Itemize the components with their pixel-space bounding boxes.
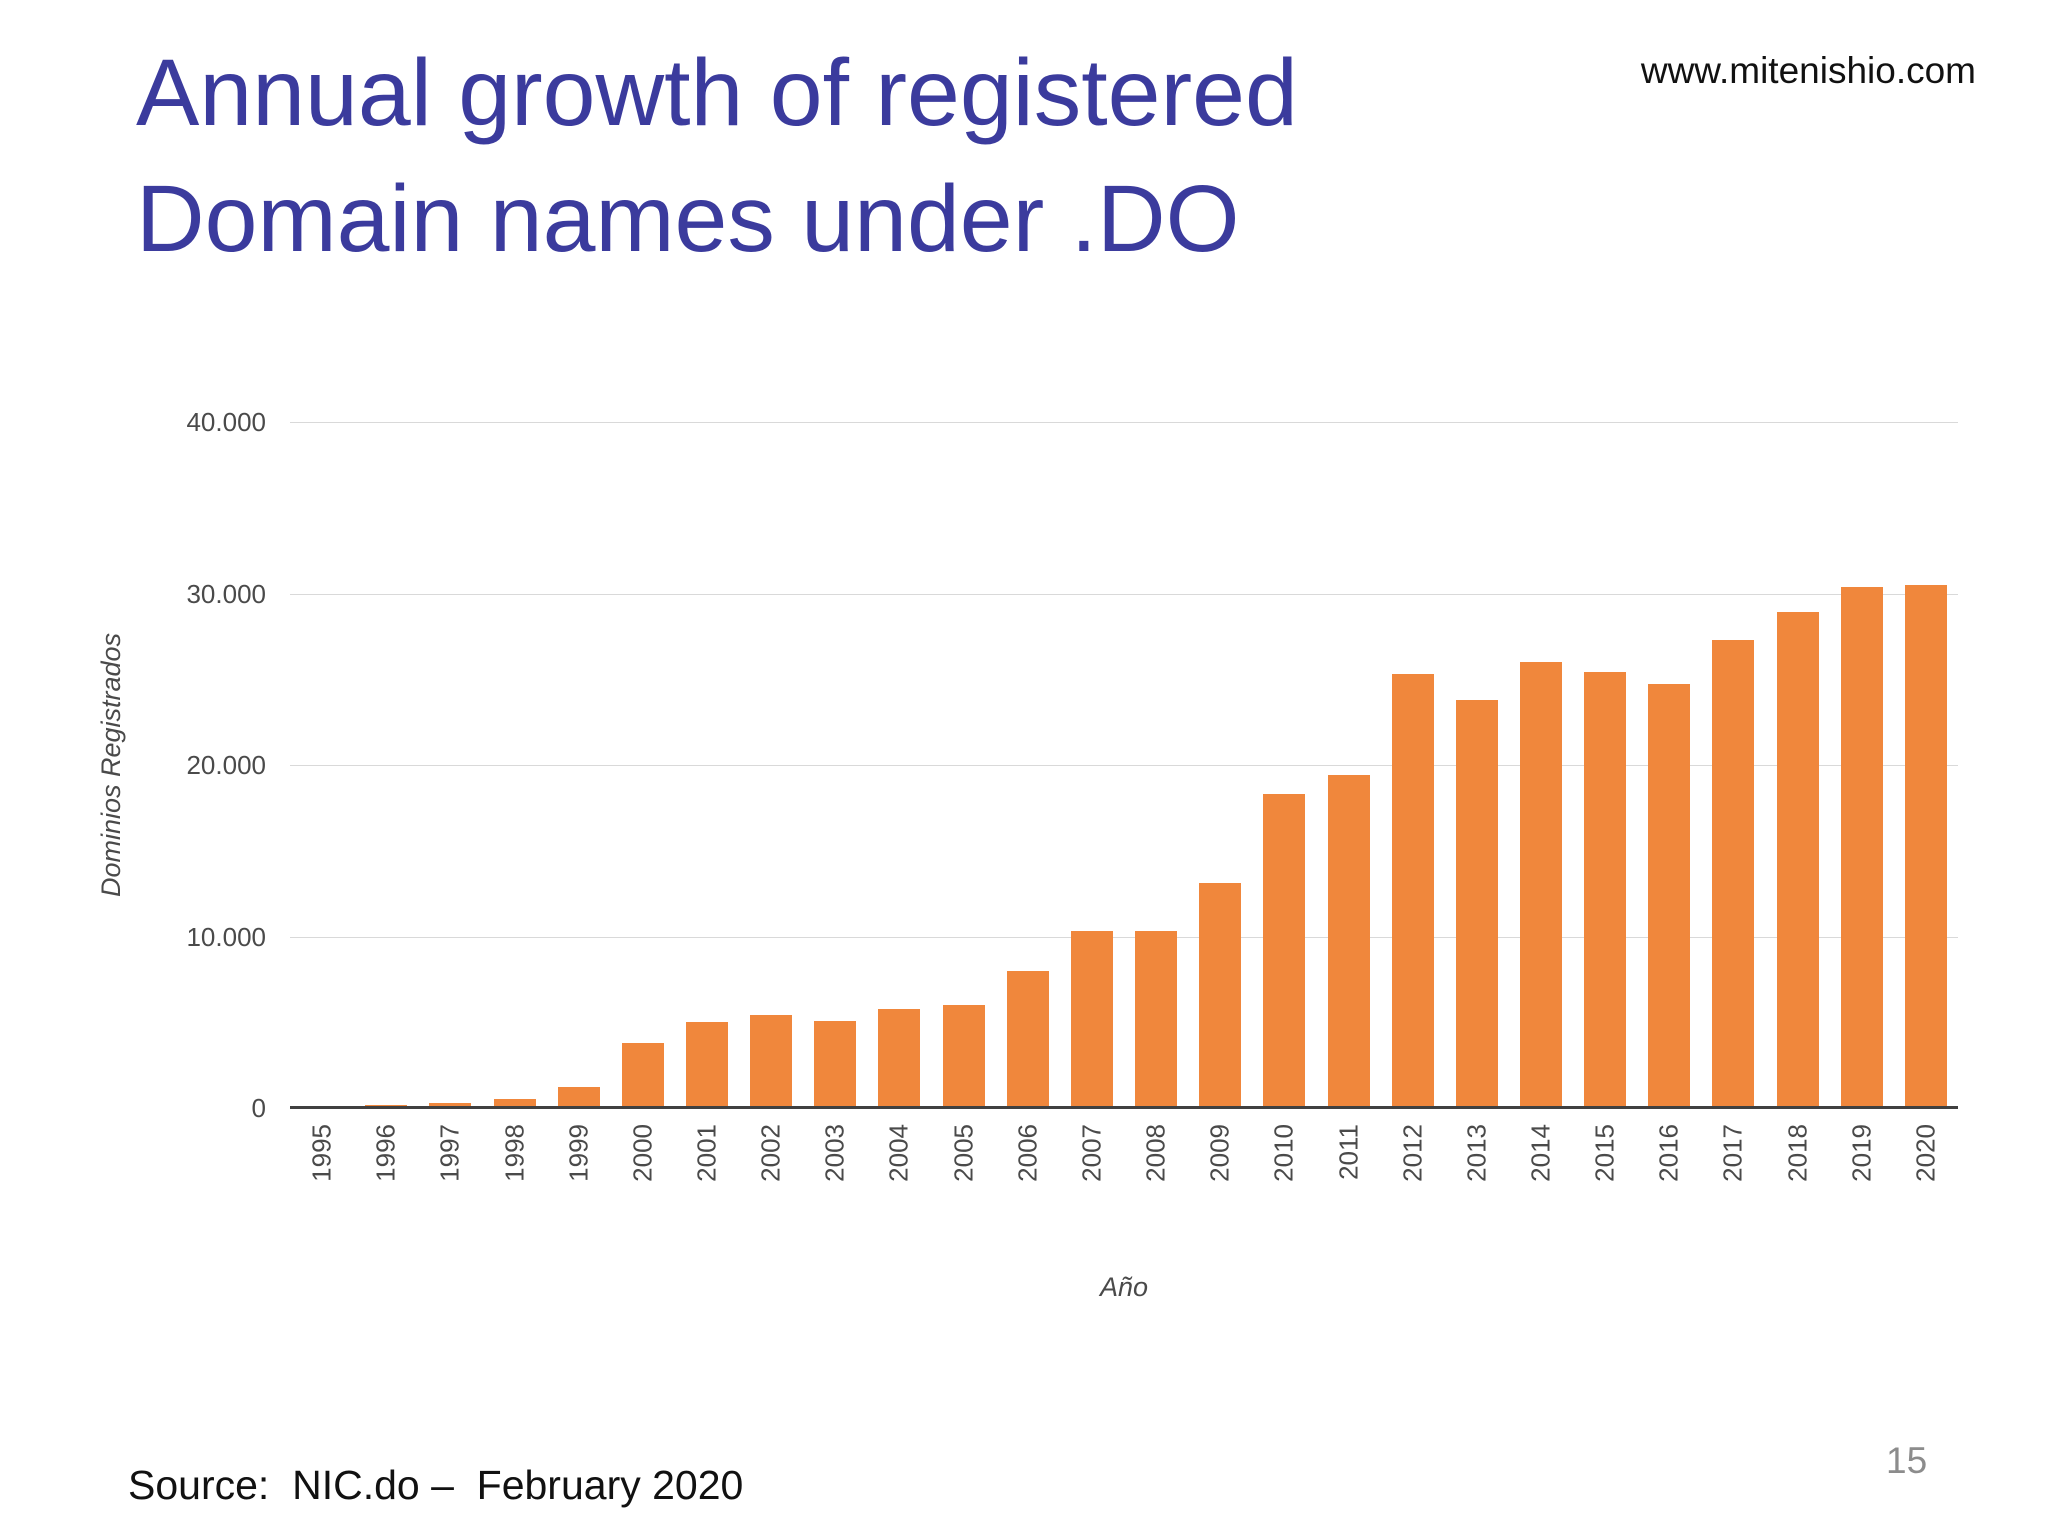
bar-2006	[1006, 970, 1049, 1108]
bar-2002	[750, 1015, 793, 1108]
ytick-10000: 10.000	[186, 921, 266, 952]
page-title-line-1: Annual growth of registered	[136, 40, 1298, 146]
bar-1998	[493, 1099, 536, 1108]
page-title-line-2: Domain names under .DO	[136, 166, 1240, 272]
website-url: www.mitenishio.com	[1640, 50, 1976, 91]
xtick-2016: 2016	[1653, 1124, 1684, 1182]
source-note: Source: NIC.do – February 2020	[128, 1462, 744, 1508]
ytick-20000: 20.000	[186, 750, 266, 780]
bar-2018	[1776, 612, 1819, 1108]
bar-2013	[1455, 699, 1498, 1108]
bar-2009	[1199, 883, 1242, 1108]
page-number: 15	[1886, 1440, 1928, 1481]
xtick-1998: 1998	[499, 1124, 530, 1182]
ytick-0: 0	[251, 1093, 266, 1123]
xtick-2012: 2012	[1397, 1124, 1428, 1182]
xtick-2018: 2018	[1782, 1124, 1813, 1182]
bar-2007	[1070, 931, 1113, 1108]
xtick-1996: 1996	[370, 1124, 401, 1182]
xtick-2010: 2010	[1268, 1124, 1299, 1182]
gridline-40000	[290, 422, 1958, 423]
xtick-2014: 2014	[1525, 1124, 1556, 1182]
bar-2003	[814, 1020, 857, 1108]
xtick-2001: 2001	[691, 1124, 722, 1182]
xtick-2011: 2011	[1333, 1124, 1364, 1180]
xtick-2008: 2008	[1140, 1124, 1171, 1182]
bar-2001	[686, 1022, 728, 1108]
ytick-30000: 30.000	[186, 578, 266, 609]
xtick-2015: 2015	[1589, 1124, 1620, 1182]
bar-2019	[1840, 586, 1883, 1108]
ytick-40000: 40.000	[186, 407, 266, 437]
xtick-2002: 2002	[755, 1124, 786, 1182]
bar-1999	[557, 1087, 600, 1108]
gridline-20000	[290, 765, 1958, 766]
xtick-2013: 2013	[1461, 1124, 1492, 1182]
xtick-2020: 2020	[1910, 1124, 1941, 1182]
bar-2008	[1135, 931, 1178, 1108]
xtick-2003: 2003	[819, 1124, 850, 1182]
bar-2012	[1391, 674, 1434, 1108]
bar-2005	[942, 1005, 985, 1108]
bar-2000	[621, 1042, 664, 1108]
xtick-2004: 2004	[883, 1124, 914, 1182]
bar-1997	[429, 1102, 472, 1108]
xtick-2007: 2007	[1076, 1124, 1107, 1182]
bar-2010	[1263, 794, 1306, 1108]
bar-2014	[1520, 662, 1562, 1108]
x-axis-title: Año	[1099, 1272, 1149, 1302]
bar-2017	[1712, 639, 1755, 1108]
xtick-1999: 1999	[563, 1124, 594, 1182]
page-title: Annual growth of registered Domain names…	[136, 30, 1298, 282]
bar-2011	[1327, 775, 1370, 1108]
bar-2015	[1584, 672, 1627, 1108]
xtick-2019: 2019	[1846, 1124, 1877, 1182]
bar-2020	[1904, 584, 1947, 1108]
xtick-2000: 2000	[627, 1124, 658, 1182]
xtick-2006: 2006	[1012, 1124, 1043, 1182]
xtick-2005: 2005	[948, 1124, 979, 1182]
gridline-30000	[290, 593, 1958, 595]
bar-2004	[878, 1008, 921, 1108]
bar-2016	[1648, 684, 1691, 1108]
xtick-2017: 2017	[1717, 1124, 1748, 1182]
x-axis-line	[290, 1106, 1958, 1109]
gridline-10000	[290, 936, 1958, 938]
xtick-2009: 2009	[1204, 1124, 1235, 1182]
xtick-1997: 1997	[434, 1124, 465, 1182]
xtick-1995: 1995	[306, 1124, 337, 1182]
